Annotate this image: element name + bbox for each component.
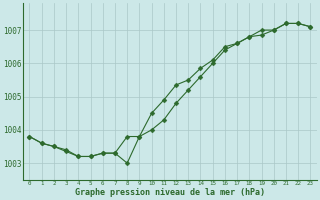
X-axis label: Graphe pression niveau de la mer (hPa): Graphe pression niveau de la mer (hPa): [75, 188, 265, 197]
